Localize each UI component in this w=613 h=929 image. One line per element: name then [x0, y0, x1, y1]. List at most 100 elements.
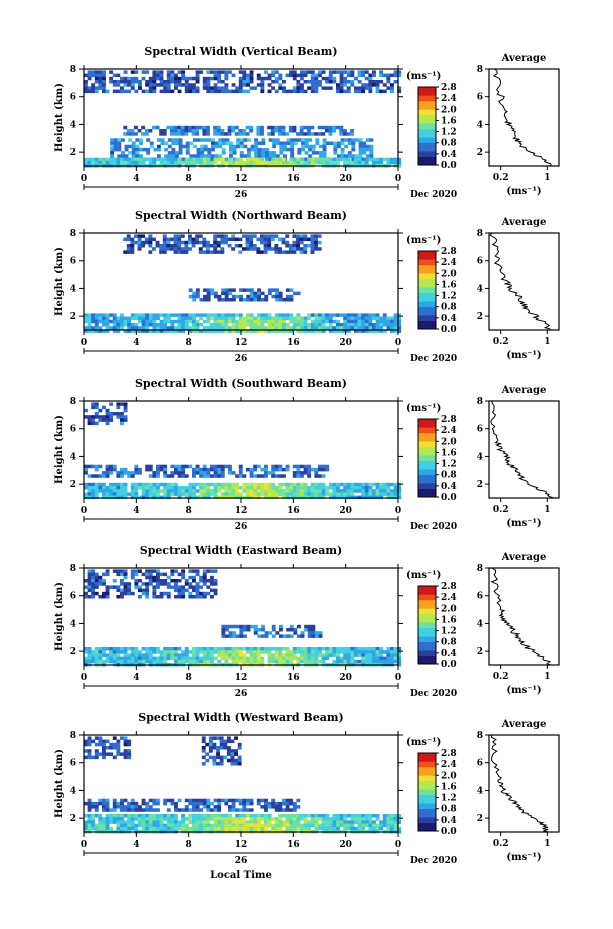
heatmap-cell — [260, 80, 265, 84]
heatmap-cell — [174, 80, 178, 84]
heatmap-cell — [253, 326, 258, 330]
heatmap-cell — [94, 647, 99, 651]
heatmap-cell — [318, 486, 322, 490]
heatmap-cell — [260, 291, 265, 296]
heatmap-cell — [321, 482, 326, 487]
heatmap-cell — [343, 492, 348, 496]
heatmap-cell — [235, 160, 240, 165]
heatmap-cell — [220, 250, 225, 254]
heatmap-cell — [260, 489, 265, 493]
heatmap-cell — [87, 582, 92, 586]
heatmap-cell — [148, 160, 153, 165]
heatmap-cell — [217, 817, 222, 821]
y-tick-label: 6 — [70, 93, 76, 103]
heatmap-cell — [173, 132, 178, 136]
heatmap-cell — [278, 294, 283, 299]
heatmap-cell — [260, 160, 265, 165]
heatmap-cell — [310, 823, 315, 828]
heatmap-cell — [210, 482, 214, 487]
heatmap-cell — [393, 489, 398, 493]
heatmap-cell — [144, 237, 149, 242]
colorbar-tick-label: 2.8 — [441, 247, 457, 257]
heatmap-cell — [166, 595, 171, 599]
heatmap-cell — [220, 129, 225, 133]
heatmap-cell — [242, 80, 247, 84]
heatmap-cell — [282, 495, 286, 500]
heatmap-cell — [274, 495, 279, 500]
heatmap-cell — [393, 826, 398, 831]
heatmap-cell — [134, 234, 138, 238]
heatmap-cell — [123, 408, 128, 413]
heatmap-cell — [292, 244, 297, 248]
heatmap-cell — [166, 656, 171, 661]
heatmap-cell — [213, 86, 218, 90]
heatmap-cell — [228, 291, 233, 296]
heatmap-cell — [84, 467, 88, 472]
heatmap-cell — [328, 313, 333, 317]
heatmap-cell — [368, 495, 373, 500]
heatmap-cell — [314, 76, 319, 81]
colorbar-segment — [418, 117, 436, 121]
heatmap-cell — [141, 313, 146, 317]
heatmap-cell — [181, 817, 186, 821]
heatmap-cell — [343, 656, 348, 661]
heatmap-cell — [242, 160, 247, 165]
heatmap-cell — [216, 234, 221, 238]
heatmap-cell — [120, 591, 124, 596]
heatmap-cell — [105, 817, 110, 821]
heatmap-cell — [195, 326, 200, 330]
heatmap-cell — [134, 647, 139, 651]
colorbar-frame — [417, 585, 437, 665]
heatmap-cell — [120, 826, 124, 831]
heatmap-cell — [224, 659, 229, 664]
heatmap-cell — [148, 495, 153, 500]
heatmap-cell — [304, 138, 309, 142]
heatmap-cell — [221, 138, 226, 142]
heatmap-cell — [98, 86, 103, 90]
heatmap-cell — [278, 474, 283, 478]
heatmap-cell — [220, 467, 225, 472]
heatmap-cell — [375, 157, 380, 162]
heatmap-cell — [235, 634, 240, 638]
heatmap-cell — [375, 823, 380, 828]
heatmap-cell — [274, 157, 279, 162]
heatmap-cell — [289, 489, 294, 493]
heatmap-cell — [307, 157, 312, 162]
heatmap-cell — [249, 798, 254, 803]
heatmap-cell — [156, 820, 160, 824]
heatmap-cell — [184, 647, 189, 651]
heatmap-cell — [174, 83, 178, 87]
heatmap-cell — [350, 83, 355, 87]
heatmap-cell — [375, 492, 380, 496]
heatmap-cell — [87, 569, 92, 573]
heatmap-cell — [98, 582, 103, 586]
heatmap-cell — [336, 656, 340, 661]
heatmap-cell — [174, 467, 178, 472]
heatmap-cell — [250, 624, 255, 629]
heatmap-cell — [213, 474, 218, 478]
heatmap-cell — [116, 80, 121, 84]
heatmap-cell — [357, 820, 362, 824]
heatmap-cell — [307, 628, 312, 632]
heatmap-cell — [84, 659, 88, 664]
heatmap-cell — [270, 234, 275, 238]
heatmap-cell — [382, 823, 387, 828]
heatmap-cell — [318, 647, 322, 651]
colorbar-tick-label: 0.8 — [441, 471, 457, 481]
heatmap-cell — [174, 653, 178, 657]
heatmap-cell — [382, 492, 387, 496]
heatmap-cell — [188, 820, 193, 824]
avg-y-tick-label: 6 — [477, 759, 483, 769]
heatmap-cell — [229, 144, 233, 149]
heatmap-cell — [390, 482, 394, 487]
heatmap-cell — [274, 160, 279, 165]
heatmap-cell — [188, 569, 193, 573]
heatmap-cell — [138, 805, 142, 809]
heatmap-cell — [296, 86, 301, 90]
heatmap-cell — [112, 467, 117, 472]
heatmap-cell — [235, 486, 240, 490]
heatmap-cell — [346, 89, 351, 94]
heatmap-cell — [159, 80, 164, 84]
heatmap-cell — [239, 154, 244, 158]
heatmap-cell — [386, 820, 391, 824]
